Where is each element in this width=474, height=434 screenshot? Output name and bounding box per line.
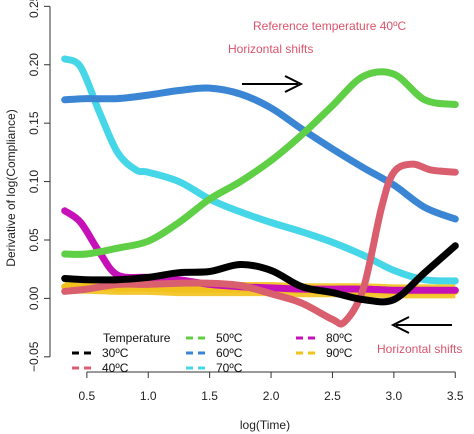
- x-tick-label: 2.5: [324, 389, 341, 403]
- series-line-40: [61, 160, 459, 328]
- y-tick-label: 0.25: [27, 0, 41, 18]
- y-tick-label: 0.20: [27, 53, 41, 77]
- legend-label-60: 60ºC: [216, 346, 243, 360]
- annotation-horizontal-shifts-top: Horizontal shifts: [228, 42, 313, 56]
- x-axis: 0.5 1.0 1.5 2.0 2.5 3.0 3.5: [78, 372, 464, 403]
- x-axis-label: log(Time): [240, 418, 290, 432]
- legend-label-70: 70ºC: [216, 361, 243, 375]
- y-tick-label: 0.00: [27, 286, 41, 310]
- legend-label-80: 80ºC: [326, 331, 353, 345]
- x-tick-label: 1.5: [201, 389, 218, 403]
- legend-label-90: 90ºC: [326, 346, 353, 360]
- y-axis: −0.05 0.00 0.05 0.10 0.15 0.20 0.25: [27, 0, 50, 372]
- series-line-30: [61, 242, 459, 306]
- y-tick-label: 0.10: [27, 170, 41, 194]
- x-tick-label: 1.0: [140, 389, 157, 403]
- annotation-horizontal-shifts-bottom: Horizontal shifts: [377, 342, 462, 356]
- arrow-right-icon: [242, 75, 304, 93]
- legend-item-60: 60ºC: [186, 346, 243, 360]
- legend-title: Temperature: [103, 331, 171, 345]
- series-line-70: [61, 55, 459, 285]
- legend-label-50: 50ºC: [216, 331, 243, 345]
- arrow-left-icon: [390, 316, 452, 334]
- legend: Temperature 50ºC 80ºC 30ºC 60ºC 90ºC 40ºC 70ºC: [72, 331, 353, 375]
- y-tick-label: 0.05: [27, 228, 41, 252]
- y-tick-label: −0.05: [27, 341, 41, 372]
- y-axis-label: Derivative of log(Compliance): [4, 109, 18, 266]
- x-tick-label: 2.0: [263, 389, 280, 403]
- annotation-reference-temperature: Reference temperature 40ºC: [253, 19, 406, 33]
- legend-item-30: 30ºC: [72, 346, 129, 360]
- legend-label-40: 40ºC: [102, 361, 129, 375]
- y-tick-label: 0.15: [27, 111, 41, 135]
- series-line-50: [61, 68, 459, 258]
- x-tick-label: 0.5: [78, 389, 95, 403]
- x-tick-label: 3.0: [386, 389, 403, 403]
- series-lines: [61, 55, 459, 328]
- legend-label-30: 30ºC: [102, 346, 129, 360]
- x-tick-label: 3.5: [447, 389, 464, 403]
- legend-item-80: 80ºC: [296, 331, 353, 345]
- legend-item-70: 70ºC: [186, 361, 243, 375]
- legend-item-50: 50ºC: [186, 331, 243, 345]
- legend-item-40: 40ºC: [72, 361, 129, 375]
- legend-item-90: 90ºC: [296, 346, 353, 360]
